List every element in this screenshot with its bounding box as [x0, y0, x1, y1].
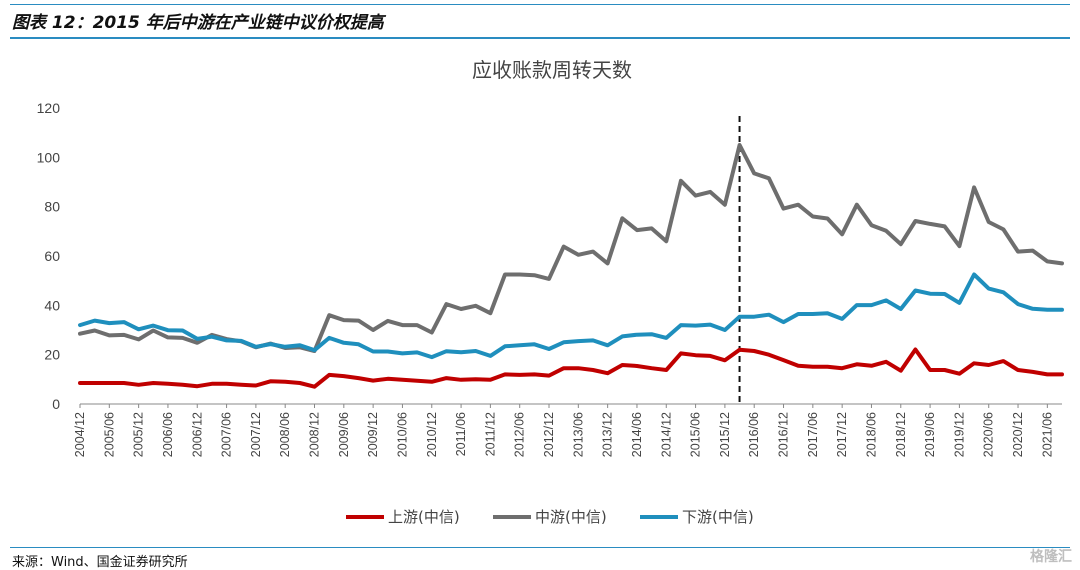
legend-label-0: 上游(中信): [388, 508, 460, 526]
x-tick-label: 2019/06: [923, 412, 937, 457]
x-tick-label: 2012/12: [542, 412, 556, 457]
x-tick-label: 2020/12: [1011, 412, 1025, 457]
chart-title: 应收账款周转天数: [472, 58, 632, 82]
figure-heading: 图表 12：2015 年后中游在产业链中议价权提高: [12, 13, 384, 33]
x-tick-label: 2009/06: [337, 412, 351, 457]
series-line-2: [78, 272, 1064, 360]
x-tick-label: 2011/12: [483, 412, 497, 456]
line-chart: 应收账款周转天数 0 20 40 60 80 100 120 2004/12 2005/06 20…: [37, 58, 1064, 526]
x-tick-label: 2007/06: [220, 412, 234, 457]
x-tick-label: 2004/12: [73, 412, 87, 457]
x-tick-label: 2017/12: [835, 412, 849, 457]
x-tick-label: 2013/12: [601, 412, 615, 457]
watermark-logo: 格隆汇: [1030, 549, 1072, 565]
x-tick-label: 2014/06: [630, 412, 644, 457]
x-tick-label: 2018/12: [894, 412, 908, 457]
series-line-0: [78, 347, 1064, 389]
x-tick-label: 2009/12: [366, 412, 380, 457]
x-tick-label: 2016/06: [747, 412, 761, 457]
x-tick-label: 2005/12: [132, 412, 146, 457]
x-tick-label: 2006/12: [190, 412, 204, 457]
source-note: 来源：Wind、国金证券研究所: [12, 555, 188, 570]
y-tick-label: 40: [44, 297, 60, 313]
x-tick-label: 2013/06: [571, 412, 585, 457]
x-tick-label: 2020/06: [982, 412, 996, 457]
x-tick-label: 2007/12: [249, 412, 263, 457]
x-tick-label: 2010/06: [395, 412, 409, 457]
x-tick-label: 2015/12: [718, 412, 732, 457]
x-tick-label: 2010/12: [425, 412, 439, 457]
chart-axes: 0 20 40 60 80 100 120 2004/12 2005/06 2005/12 2006…: [37, 100, 1062, 457]
x-tick-label: 2018/06: [864, 412, 878, 457]
x-tick-label: 2008/06: [278, 412, 292, 457]
footer-rule: [10, 547, 1070, 548]
y-tick-label: 80: [44, 199, 60, 215]
x-tick-label: 2015/06: [689, 412, 703, 457]
x-tick-label: 2005/06: [102, 412, 116, 457]
x-tick-label: 2006/06: [161, 412, 175, 457]
x-tick-label: 2012/06: [513, 412, 527, 457]
legend-label-2: 下游(中信): [682, 508, 754, 526]
x-tick-label: 2021/06: [1040, 412, 1054, 457]
y-tick-label: 20: [44, 347, 60, 363]
top-rule: [10, 4, 1070, 5]
y-tick-label: 0: [52, 396, 60, 412]
x-tick-label: 2019/12: [952, 412, 966, 457]
x-tick-label: 2017/06: [806, 412, 820, 457]
y-tick-label: 120: [37, 100, 61, 116]
y-tick-label: 100: [37, 149, 61, 165]
series-line-1: [78, 143, 1064, 353]
x-tick-label: 2008/12: [308, 412, 322, 457]
x-tick-label: 2016/12: [777, 412, 791, 457]
legend-label-1: 中游(中信): [535, 508, 607, 526]
y-tick-label: 60: [44, 248, 60, 264]
x-tick-label: 2014/12: [659, 412, 673, 457]
chart-series: [78, 116, 1064, 404]
chart-legend: 上游(中信) 中游(中信) 下游(中信): [346, 508, 754, 526]
heading-rule: [10, 37, 1070, 39]
x-tick-label: 2011/06: [454, 412, 468, 456]
